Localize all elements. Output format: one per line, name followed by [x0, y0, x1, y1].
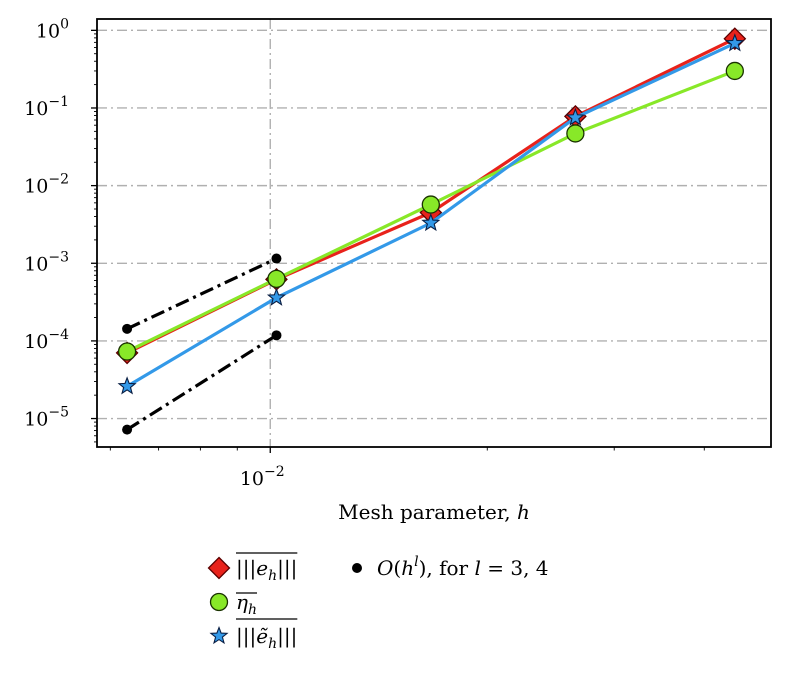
series-3 — [117, 33, 745, 395]
legend-text-part: l — [414, 554, 418, 570]
data-point — [565, 107, 585, 126]
reference-point — [122, 424, 133, 435]
legend-label-4: O(hl), for l = 3, 4 — [377, 554, 549, 580]
data-point — [117, 376, 137, 395]
data-point — [725, 33, 745, 52]
data-point — [266, 287, 287, 306]
y-tick-label-exp: −1 — [48, 94, 69, 110]
reference-line-2 — [122, 330, 282, 435]
legend-text-part: = 3, 4 — [481, 556, 549, 580]
y-tick-label-base: 10 — [24, 98, 48, 120]
reference-point — [271, 253, 282, 264]
legend-text-part: ẽ — [256, 624, 268, 648]
x-tick-label: 10−2 — [240, 464, 285, 490]
y-tick-label-base: 10 — [24, 253, 48, 275]
legend: |||eh|||ηh|||ẽh|||O(hl), for l = 3, 4 — [207, 552, 549, 652]
data-point — [421, 212, 441, 232]
x-axis-label: Mesh parameter, h — [338, 500, 530, 524]
y-tick-label-base: 10 — [36, 20, 60, 42]
legend-item-1: |||eh||| — [207, 552, 298, 584]
legend-item-3: |||ẽh||| — [209, 618, 298, 652]
legend-marker-e — [207, 556, 231, 580]
reference-point — [271, 330, 282, 341]
legend-marker-et — [209, 625, 229, 645]
legend-label-1: |||eh||| — [236, 556, 297, 584]
legend-text-part: η — [236, 590, 248, 614]
legend-text-part: O — [377, 556, 393, 580]
legend-text-part: h — [268, 636, 277, 652]
data-point — [566, 124, 585, 143]
data-point — [267, 269, 286, 288]
plot-frame — [96, 18, 772, 448]
legend-text-part: ||| — [277, 556, 297, 581]
legend-item-2: ηh — [209, 590, 258, 618]
y-tick-label: 10−2 — [24, 172, 69, 198]
y-tick-label-base: 10 — [24, 176, 48, 198]
legend-marker-ref — [352, 563, 362, 573]
y-tick-label-base: 10 — [24, 331, 48, 353]
legend-label-3: |||ẽh||| — [236, 624, 297, 652]
data-point — [421, 195, 440, 214]
y-tick-label-base: 10 — [24, 409, 48, 431]
legend-item-4: O(hl), for l = 3, 4 — [352, 554, 549, 580]
legend-text-part: e — [256, 556, 268, 580]
legend-text-part: ( — [393, 556, 401, 580]
reference-line-path — [126, 257, 278, 331]
legend-text-part: ||| — [236, 556, 256, 581]
y-tick-label-exp: −5 — [48, 405, 69, 421]
legend-marker-eta — [209, 592, 229, 612]
y-tick-label-exp: −2 — [48, 172, 69, 188]
reference-lines — [122, 253, 282, 435]
legend-text-part: ||| — [277, 624, 297, 649]
data-point — [725, 61, 744, 81]
y-tick-label-exp: 0 — [60, 16, 69, 32]
y-tick-label: 10−4 — [24, 327, 69, 353]
reference-line-path — [126, 333, 278, 431]
y-tick-label: 10−5 — [24, 405, 69, 431]
reference-point — [122, 323, 133, 334]
y-tick-label-exp: −4 — [48, 327, 69, 343]
legend-text-part: ), for — [419, 556, 475, 580]
x-axis-label-var: h — [517, 500, 530, 524]
x-tick-label-base: 10 — [240, 468, 264, 490]
legend-text-part: h — [268, 568, 277, 584]
series-2 — [117, 61, 744, 361]
legend-text-part: h — [248, 602, 257, 618]
legend-label-2: ηh — [236, 590, 257, 618]
y-tick-label: 10−1 — [24, 94, 69, 120]
data-point — [117, 342, 137, 361]
x-tick-label-exp: −2 — [264, 464, 285, 480]
series-group — [115, 27, 747, 395]
y-tick-label: 10−3 — [24, 249, 69, 275]
legend-text-part: h — [401, 556, 414, 580]
reference-line-1 — [122, 253, 282, 334]
y-tick-label: 100 — [36, 16, 69, 42]
legend-text-part: ||| — [236, 624, 256, 649]
grid — [97, 19, 771, 447]
y-tick-label-exp: −3 — [48, 249, 69, 265]
legend-text-part: l — [474, 556, 480, 580]
x-axis-label-text: Mesh parameter, — [338, 500, 517, 524]
